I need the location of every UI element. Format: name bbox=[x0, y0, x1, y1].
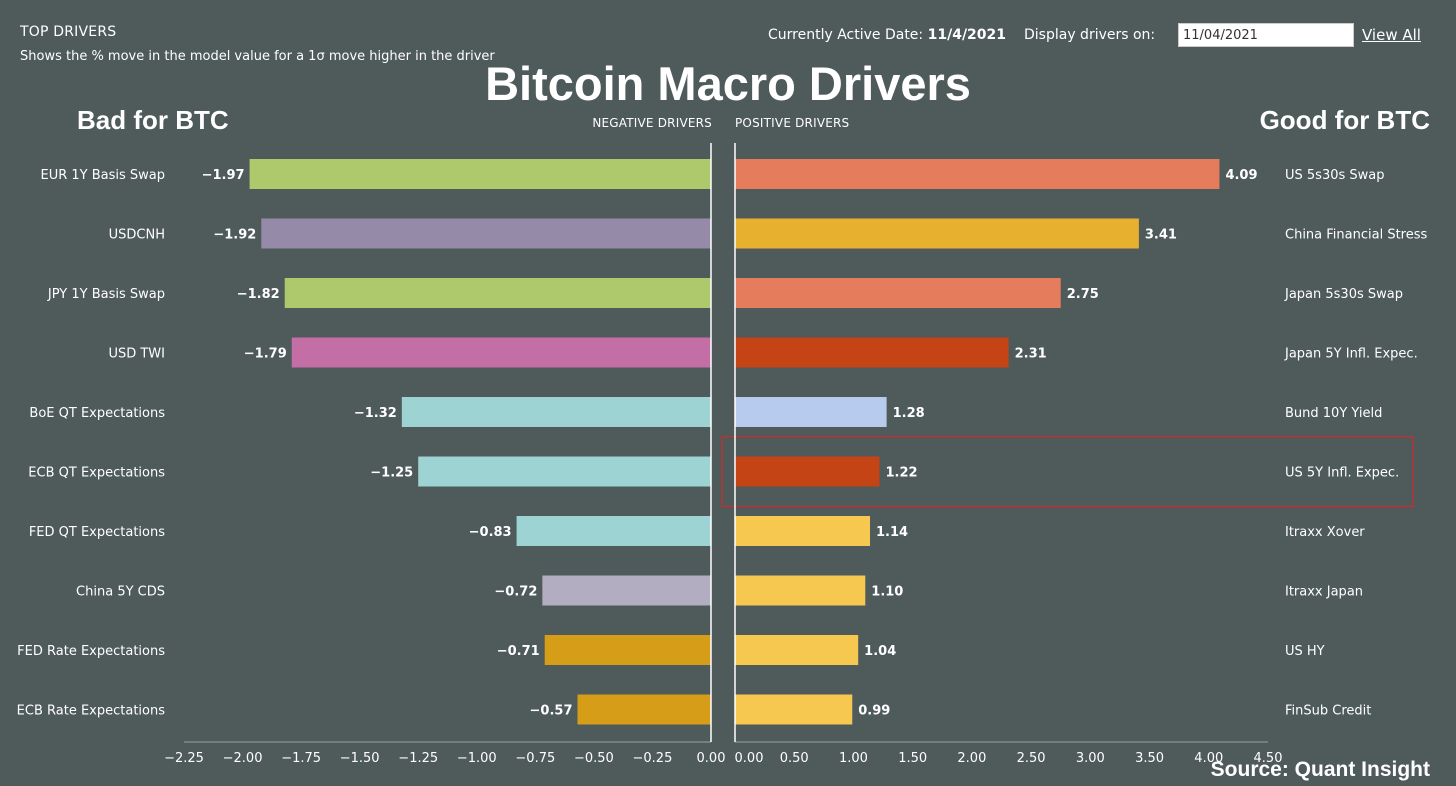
positive-tick-label: 1.50 bbox=[898, 751, 927, 766]
display-date-input[interactable] bbox=[1178, 23, 1354, 47]
negative-driver-label: EUR 1Y Basis Swap bbox=[40, 168, 165, 183]
positive-bar-value: 1.04 bbox=[864, 644, 896, 659]
negative-tick-label: −0.25 bbox=[633, 751, 673, 766]
positive-bar-value: 1.28 bbox=[893, 406, 925, 421]
negative-bar-value: −0.83 bbox=[469, 525, 512, 540]
positive-driver-label: Bund 10Y Yield bbox=[1285, 406, 1382, 421]
positive-driver-label: Itraxx Japan bbox=[1285, 585, 1363, 600]
positive-bar-value: 1.10 bbox=[871, 585, 903, 600]
negative-bar bbox=[284, 278, 711, 308]
negative-driver-label: USDCNH bbox=[109, 228, 165, 243]
negative-tick-label: −1.50 bbox=[340, 751, 380, 766]
negative-bar-value: −1.97 bbox=[202, 168, 245, 183]
negative-driver-label: FED Rate Expectations bbox=[17, 644, 165, 659]
positive-tick-label: 0.00 bbox=[735, 751, 764, 766]
negative-bar bbox=[542, 575, 711, 606]
positive-driver-label: US 5s30s Swap bbox=[1285, 168, 1385, 183]
positive-driver-label: Japan 5s30s Swap bbox=[1284, 287, 1403, 302]
positive-bar-value: 0.99 bbox=[858, 704, 890, 719]
positive-tick-label: 3.50 bbox=[1135, 751, 1164, 766]
positive-bar bbox=[735, 575, 866, 606]
negative-bar bbox=[577, 694, 711, 725]
positive-bar-value: 3.41 bbox=[1145, 228, 1177, 243]
negative-tick-label: 0.00 bbox=[697, 751, 726, 766]
negative-tick-label: −2.00 bbox=[223, 751, 263, 766]
negative-driver-label: BoE QT Expectations bbox=[29, 406, 165, 421]
positive-bar-value: 1.22 bbox=[886, 466, 918, 481]
negative-bar-value: −0.57 bbox=[530, 704, 573, 719]
positive-bar bbox=[735, 337, 1009, 368]
panel-title: TOP DRIVERS bbox=[20, 24, 117, 40]
view-all-link[interactable]: View All bbox=[1362, 26, 1421, 44]
positive-bar bbox=[735, 516, 871, 546]
negative-bar-value: −1.25 bbox=[370, 466, 413, 481]
negative-bar bbox=[418, 456, 711, 487]
positive-bar bbox=[735, 635, 859, 665]
positive-bar bbox=[735, 694, 853, 725]
negative-tick-label: −1.25 bbox=[398, 751, 438, 766]
bad-for-btc-label: Bad for BTC bbox=[77, 105, 229, 135]
positive-tick-label: 4.50 bbox=[1254, 751, 1283, 766]
negative-tick-label: −0.50 bbox=[574, 751, 614, 766]
positive-tick-label: 3.00 bbox=[1076, 751, 1105, 766]
negative-bar bbox=[544, 635, 711, 665]
negative-bar-value: −1.79 bbox=[244, 347, 287, 362]
positive-bar-value: 4.09 bbox=[1225, 168, 1257, 183]
positive-bar-value: 2.31 bbox=[1015, 347, 1047, 362]
negative-bar bbox=[516, 516, 711, 546]
display-drivers-label: Display drivers on: bbox=[1024, 27, 1156, 43]
negative-bar-value: −0.71 bbox=[497, 644, 540, 659]
negative-tick-label: −1.00 bbox=[457, 751, 497, 766]
negative-tick-label: −2.25 bbox=[164, 751, 204, 766]
negative-bar-value: −1.92 bbox=[213, 228, 256, 243]
negative-bar-value: −0.72 bbox=[494, 585, 537, 600]
positive-tick-label: 2.50 bbox=[1017, 751, 1046, 766]
main-title: Bitcoin Macro Drivers bbox=[485, 57, 971, 110]
negative-bar bbox=[249, 159, 712, 189]
positive-driver-label: Itraxx Xover bbox=[1285, 525, 1365, 540]
negative-tick-label: −1.75 bbox=[281, 751, 321, 766]
positive-tick-label: 4.00 bbox=[1194, 751, 1223, 766]
positive-bar bbox=[735, 397, 887, 427]
source-credit: Source: Quant Insight bbox=[1210, 758, 1430, 781]
negative-bar-value: −1.32 bbox=[354, 406, 397, 421]
positive-bar bbox=[735, 218, 1139, 249]
positive-bar-value: 1.14 bbox=[876, 525, 908, 540]
positive-bar bbox=[735, 278, 1061, 308]
negative-driver-label: ECB QT Expectations bbox=[28, 466, 165, 481]
positive-driver-label: China Financial Stress bbox=[1285, 228, 1428, 243]
negative-tick-label: −0.75 bbox=[515, 751, 555, 766]
positive-driver-label: FinSub Credit bbox=[1285, 704, 1371, 719]
negative-driver-label: FED QT Expectations bbox=[29, 525, 165, 540]
positive-tick-label: 1.00 bbox=[839, 751, 868, 766]
positive-drivers-heading: POSITIVE DRIVERS bbox=[735, 116, 850, 130]
negative-driver-label: USD TWI bbox=[108, 347, 165, 362]
positive-driver-label: US HY bbox=[1285, 644, 1325, 659]
good-for-btc-label: Good for BTC bbox=[1259, 105, 1430, 135]
positive-tick-label: 0.50 bbox=[780, 751, 809, 766]
positive-tick-label: 2.00 bbox=[957, 751, 986, 766]
active-date-value: 11/4/2021 bbox=[927, 27, 1007, 43]
negative-driver-label: JPY 1Y Basis Swap bbox=[47, 287, 165, 302]
negative-bar bbox=[291, 337, 711, 368]
active-date: Currently Active Date: 11/4/2021 bbox=[768, 27, 1006, 43]
negative-driver-label: China 5Y CDS bbox=[76, 585, 165, 600]
negative-bar bbox=[401, 397, 711, 427]
highlight-box bbox=[721, 435, 1414, 508]
negative-bar-value: −1.82 bbox=[237, 287, 280, 302]
negative-driver-label: ECB Rate Expectations bbox=[17, 704, 166, 719]
positive-bar bbox=[735, 159, 1220, 189]
panel-subtitle: Shows the % move in the model value for … bbox=[20, 49, 495, 64]
positive-driver-label: Japan 5Y Infl. Expec. bbox=[1284, 347, 1418, 362]
negative-drivers-heading: NEGATIVE DRIVERS bbox=[592, 116, 712, 130]
positive-bar bbox=[735, 456, 880, 487]
positive-driver-label: US 5Y Infl. Expec. bbox=[1285, 466, 1399, 481]
negative-bar bbox=[261, 218, 711, 249]
positive-bar-value: 2.75 bbox=[1067, 287, 1099, 302]
active-date-label: Currently Active Date: bbox=[768, 27, 924, 43]
